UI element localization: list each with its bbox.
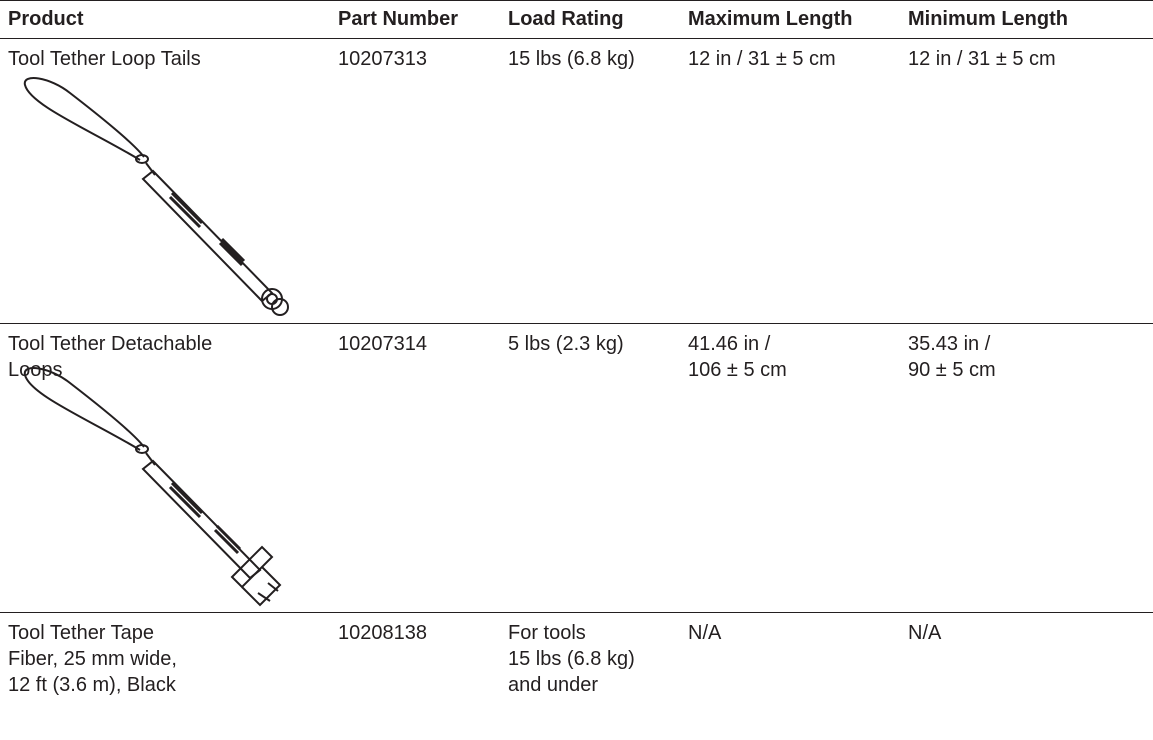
cell-line: 15 lbs (6.8 kg) (508, 46, 635, 72)
cell-line: 10207313 (338, 46, 427, 72)
detachable-loops-image (10, 365, 300, 610)
table-cell: 10208138 (338, 620, 427, 646)
cell-line: 12 in / 31 ± 5 cm (908, 46, 1056, 72)
cell-line: 12 ft (3.6 m), Black (8, 672, 177, 698)
cell-line: 35.43 in / (908, 331, 996, 357)
loop-tails-image (10, 75, 300, 320)
header-cell: Maximum Length (688, 6, 852, 32)
cell-line: 41.46 in / (688, 331, 787, 357)
cell-line: Tool Tether Loop Tails (8, 46, 201, 72)
cell-line: and under (508, 672, 635, 698)
header-cell: Load Rating (508, 6, 624, 32)
cell-line: 90 ± 5 cm (908, 357, 996, 383)
table-cell: 12 in / 31 ± 5 cm (908, 46, 1056, 72)
cell-line: 15 lbs (6.8 kg) (508, 646, 635, 672)
cell-line: 5 lbs (2.3 kg) (508, 331, 624, 357)
table-cell: 10207314 (338, 331, 427, 357)
table-cell: 10207313 (338, 46, 427, 72)
cell-line: 10207314 (338, 331, 427, 357)
table-cell: 5 lbs (2.3 kg) (508, 331, 624, 357)
header-cell: Product (8, 6, 84, 32)
table-cell: 41.46 in /106 ± 5 cm (688, 331, 787, 383)
cell-line: Tool Tether Detachable (8, 331, 212, 357)
table-cell: 35.43 in /90 ± 5 cm (908, 331, 996, 383)
row-rule (0, 323, 1153, 324)
cell-line: N/A (688, 620, 721, 646)
table-cell: N/A (688, 620, 721, 646)
cell-line: For tools (508, 620, 635, 646)
table-cell: 15 lbs (6.8 kg) (508, 46, 635, 72)
header-cell: Part Number (338, 6, 458, 32)
table-cell: 12 in / 31 ± 5 cm (688, 46, 836, 72)
header-cell: Minimum Length (908, 6, 1068, 32)
table-cell: N/A (908, 620, 941, 646)
table-cell: Tool Tether Loop Tails (8, 46, 201, 72)
cell-line: Tool Tether Tape (8, 620, 177, 646)
row-rule (0, 612, 1153, 613)
page: Product Part Number Load Rating Maximum Len… (0, 0, 1153, 740)
row-rule (0, 38, 1153, 39)
row-rule (0, 0, 1153, 1)
cell-line: N/A (908, 620, 941, 646)
cell-line: Fiber, 25 mm wide, (8, 646, 177, 672)
cell-line: 10208138 (338, 620, 427, 646)
cell-line: 12 in / 31 ± 5 cm (688, 46, 836, 72)
cell-line: 106 ± 5 cm (688, 357, 787, 383)
